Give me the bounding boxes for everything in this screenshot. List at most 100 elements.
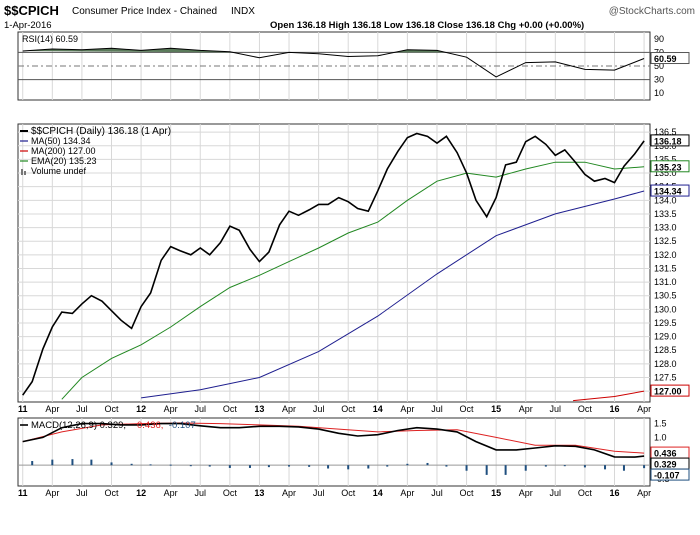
x-tick-label: Apr [45, 404, 59, 414]
last-value-label: 135.23 [654, 162, 682, 172]
macd-line [22, 422, 645, 458]
macd-histogram-bar [367, 465, 370, 469]
last-value-box [650, 468, 690, 481]
x-tick-label: 12 [136, 404, 146, 414]
x-tick-label: Jul [195, 404, 207, 414]
last-value-box [650, 134, 690, 147]
watermark-label: @StockCharts.com [609, 6, 695, 17]
y-tick-label: 1.0 [654, 432, 667, 442]
last-value-label: 0.329 [654, 460, 677, 470]
macd-histogram-bar [169, 464, 172, 466]
macd-histogram-bar [267, 465, 270, 468]
x-tick-label: Apr [282, 488, 296, 498]
x-tick-label: Jul [76, 488, 88, 498]
x-tick-label: Oct [223, 404, 238, 414]
x-tick-label: Apr [45, 488, 59, 498]
x-tick-label: 14 [373, 488, 383, 498]
y-tick-label: 133.5 [654, 209, 677, 219]
ema20-line [61, 161, 645, 400]
macd-histogram-bar [130, 463, 133, 466]
legend-label: MACD(12,26,9) 0.329, [31, 420, 126, 431]
x-tick-label: Apr [400, 404, 414, 414]
legend-label: MA(50) 134.34 [31, 136, 91, 146]
y-tick-label: 128.5 [654, 345, 677, 355]
price-line [22, 132, 645, 396]
x-tick-label: Apr [519, 404, 533, 414]
x-tick-label: Jul [550, 488, 562, 498]
macd-signal-line [22, 422, 645, 454]
last-value-box [650, 184, 690, 197]
x-tick-label: 13 [254, 488, 264, 498]
x-tick-label: Oct [460, 488, 475, 498]
last-value-label: 134.34 [654, 187, 682, 197]
x-tick-label: 11 [18, 404, 28, 414]
x-tick-label: Oct [104, 404, 119, 414]
y-tick-label: 132.0 [654, 250, 677, 260]
rsi-panel: 9070503010 RSI(14) 60.59 60.59 [17, 31, 690, 101]
legend-label: MA(200) 127.00 [31, 146, 96, 156]
macd-histogram-bar [485, 465, 488, 475]
macd-histogram-bar [248, 465, 251, 468]
x-tick-label: Apr [637, 488, 651, 498]
legend-swatch [21, 169, 23, 175]
x-tick-label: Jul [76, 404, 88, 414]
x-tick-label: Jul [313, 488, 325, 498]
macd-histogram-bar [583, 465, 586, 468]
macd-histogram-bar [228, 465, 231, 468]
x-tick-label: Jul [431, 488, 443, 498]
x-tick-label: 14 [373, 404, 383, 414]
x-tick-label: 15 [491, 488, 501, 498]
macd-panel-frame [17, 417, 651, 487]
macd-histogram-bar [288, 465, 291, 467]
y-tick-label: 1.5 [654, 419, 667, 429]
y-tick-label: 30 [654, 75, 664, 85]
last-value-box [650, 52, 690, 65]
y-tick-label: 130.0 [654, 304, 677, 314]
exchange-label: INDX [231, 6, 255, 17]
legend-label: EMA(20) 135.23 [31, 156, 97, 166]
rsi-legend: RSI(14) 60.59 [22, 34, 78, 44]
price-panel: 127.0127.5128.0128.5129.0129.5130.0130.5… [17, 123, 690, 403]
x-tick-label: Apr [164, 488, 178, 498]
last-value-label: 0.436 [654, 449, 677, 459]
x-tick-label: Apr [400, 488, 414, 498]
x-tick-label: Jul [195, 488, 207, 498]
y-tick-label: 132.5 [654, 236, 677, 246]
x-tick-label: Oct [460, 404, 475, 414]
last-value-box [650, 160, 690, 173]
x-tick-label: Jul [431, 404, 443, 414]
y-tick-label: 131.5 [654, 263, 677, 273]
x-tick-label: Apr [282, 404, 296, 414]
macd-panel: 1.51.00.50.0-0.5 MACD(12,26,9) 0.329,0.4… [17, 417, 690, 487]
macd-histogram-bar [426, 462, 429, 466]
macd-histogram-bar [71, 459, 74, 466]
macd-histogram-bar [327, 465, 330, 469]
x-tick-label: Oct [341, 488, 356, 498]
security-name: Consumer Price Index - Chained [72, 6, 217, 17]
y-tick-label: 129.0 [654, 332, 677, 342]
legend-label: -0.107 [169, 420, 196, 431]
x-tick-label: Oct [341, 404, 356, 414]
x-tick-label: Jul [313, 404, 325, 414]
x-tick-label: Apr [637, 404, 651, 414]
last-value-label: 136.18 [654, 136, 682, 146]
y-tick-label: 134.0 [654, 195, 677, 205]
x-tick-label: 16 [609, 488, 619, 498]
last-value-box [650, 384, 690, 397]
macd-histogram-bar [189, 465, 192, 467]
x-tick-label: Oct [104, 488, 119, 498]
legend-swatch [24, 171, 26, 175]
y-tick-label: 50 [654, 61, 664, 71]
macd-histogram-bar [544, 465, 547, 467]
macd-histogram-bar [465, 465, 468, 471]
ma200-line [573, 390, 645, 402]
y-tick-label: 127.5 [654, 372, 677, 382]
y-tick-label: 131.0 [654, 277, 677, 287]
x-tick-label: 16 [609, 404, 619, 414]
last-value-label: -0.107 [654, 471, 680, 481]
macd-histogram-bar [308, 465, 311, 467]
legend-label: $$CPICH (Daily) 136.18 (1 Apr) [31, 126, 171, 137]
macd-histogram-bar [31, 461, 34, 466]
macd-histogram-bar [643, 465, 646, 469]
y-tick-label: 129.5 [654, 318, 677, 328]
